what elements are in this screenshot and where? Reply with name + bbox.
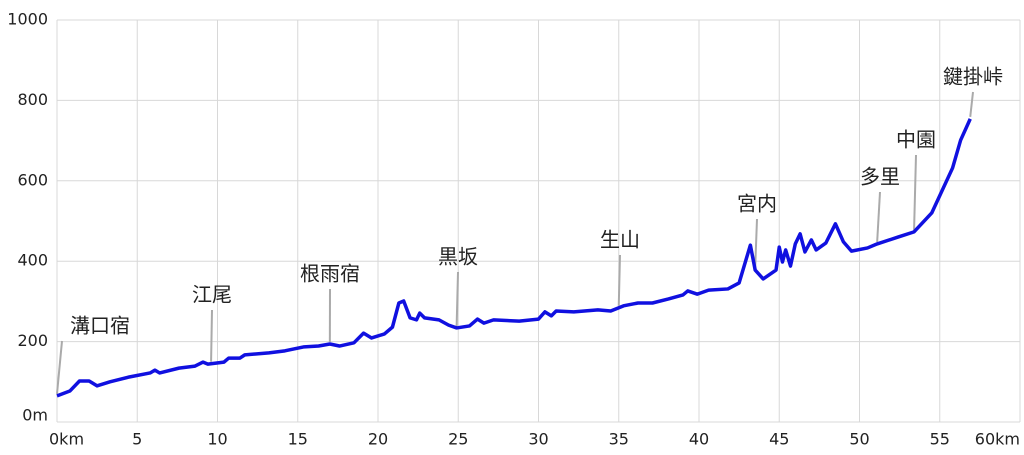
leader-line [56,340,63,394]
x-tick-label: 25 [448,430,468,449]
x-tick-label: 15 [288,430,308,449]
x-tick-label: 55 [930,430,950,449]
annotation: 溝口宿 [70,314,130,338]
annotation: 江尾 [192,283,232,307]
annotation: 根雨宿 [300,262,360,286]
x-tick-label: 30 [528,430,548,449]
annotation: 多里 [860,165,900,189]
annotation: 宮内 [737,192,777,216]
y-tick-label: 600 [17,170,48,189]
y-tick-label: 1000 [7,10,48,29]
leader-line [876,191,881,242]
leader-line [455,271,459,326]
x-tick-label: 35 [609,430,629,449]
x-tick-label: 45 [769,430,789,449]
x-tick-label: 60km [975,430,1020,449]
leader-line [754,218,758,269]
x-tick-label: 20 [368,430,388,449]
leader-line [913,154,917,230]
annotation: 生山 [600,228,640,252]
x-tick-label: 50 [849,430,869,449]
leader-line [969,91,974,118]
y-tick-label: 800 [17,90,48,109]
y-tick-label: 0m [22,406,48,425]
annotation: 中園 [896,128,936,152]
leader-line [617,254,621,306]
x-tick-label: 0km [49,430,84,449]
annotation: 黒坂 [438,245,478,269]
x-tick-label: 40 [689,430,709,449]
y-tick-label: 400 [17,251,48,270]
y-tick-label: 200 [17,331,48,350]
annotation: 鍵掛峠 [943,65,1003,89]
x-tick-label: 10 [207,430,227,449]
leader-line [210,309,213,362]
elevation-line [56,118,972,398]
x-tick-label: 5 [132,430,142,449]
